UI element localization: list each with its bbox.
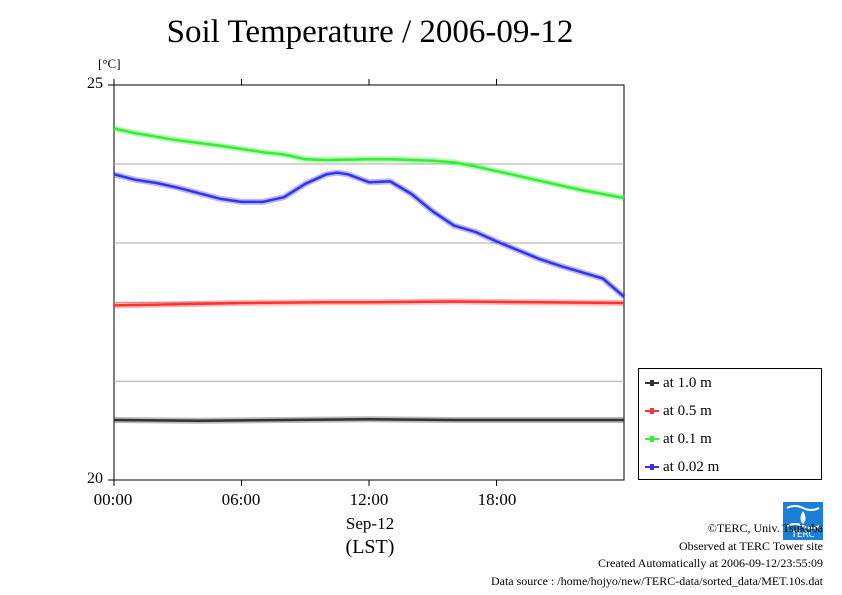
y-axis-unit: [°C]	[98, 56, 121, 71]
series-line-1	[113, 300, 625, 307]
chart-legend: at 1.0 m at 0.5 m at 0.1 m at 0.02 m	[638, 368, 822, 480]
x-tick-label-1200: 12:00	[349, 490, 389, 509]
chart-title: Soil Temperature / 2006-09-12	[166, 14, 574, 50]
legend-swatch-1m	[645, 380, 659, 386]
legend-label-0-02m: at 0.02 m	[663, 458, 720, 475]
observed-text: Observed at TERC Tower site	[678, 538, 823, 553]
legend-label-0-5m: at 0.5 m	[663, 402, 712, 419]
terc-logo-icon: TERC	[783, 502, 823, 540]
series-line-0	[113, 417, 624, 423]
x-tick-label-0600: 06:00	[221, 490, 261, 509]
x-tick-label-0000: 00:00	[93, 490, 133, 509]
grid-lines	[114, 163, 624, 382]
series-lines	[113, 125, 626, 424]
y-tick-label-bottom: 20	[87, 470, 103, 487]
y-tick-label-top: 25	[87, 75, 103, 92]
legend-entry-0-1m: at 0.1 m	[645, 429, 712, 449]
legend-swatch-0-5m	[645, 408, 659, 414]
legend-label-1m: at 1.0 m	[663, 374, 712, 391]
legend-entry-1m: at 1.0 m	[645, 373, 712, 393]
legend-entry-0-5m: at 0.5 m	[645, 401, 712, 421]
series-halo-2	[113, 125, 625, 201]
legend-label-0-1m: at 0.1 m	[663, 430, 712, 447]
series-line-3	[113, 171, 625, 298]
copyright-text: ©TERC, Univ. Tsukuba	[707, 521, 823, 535]
created-text: Created Automatically at 2006-09-12/23:5…	[598, 556, 823, 570]
legend-swatch-0-1m	[645, 436, 659, 442]
data-source-text: Data source : /home/hojyo/new/TERC-data/…	[490, 573, 823, 588]
axis-ticks	[108, 79, 497, 486]
logo-text: TERC	[790, 530, 814, 540]
legend-swatch-0-02m	[645, 464, 659, 470]
x-date-label: Sep-12	[345, 514, 395, 533]
legend-entry-0-02m: at 0.02 m	[645, 457, 719, 477]
x-tick-label-1800: 18:00	[477, 490, 517, 509]
series-line-2	[113, 127, 625, 200]
credits-block: ©TERC, Univ. Tsukuba Observed at TERC To…	[491, 520, 823, 590]
x-axis-label: (LST)	[345, 536, 395, 558]
